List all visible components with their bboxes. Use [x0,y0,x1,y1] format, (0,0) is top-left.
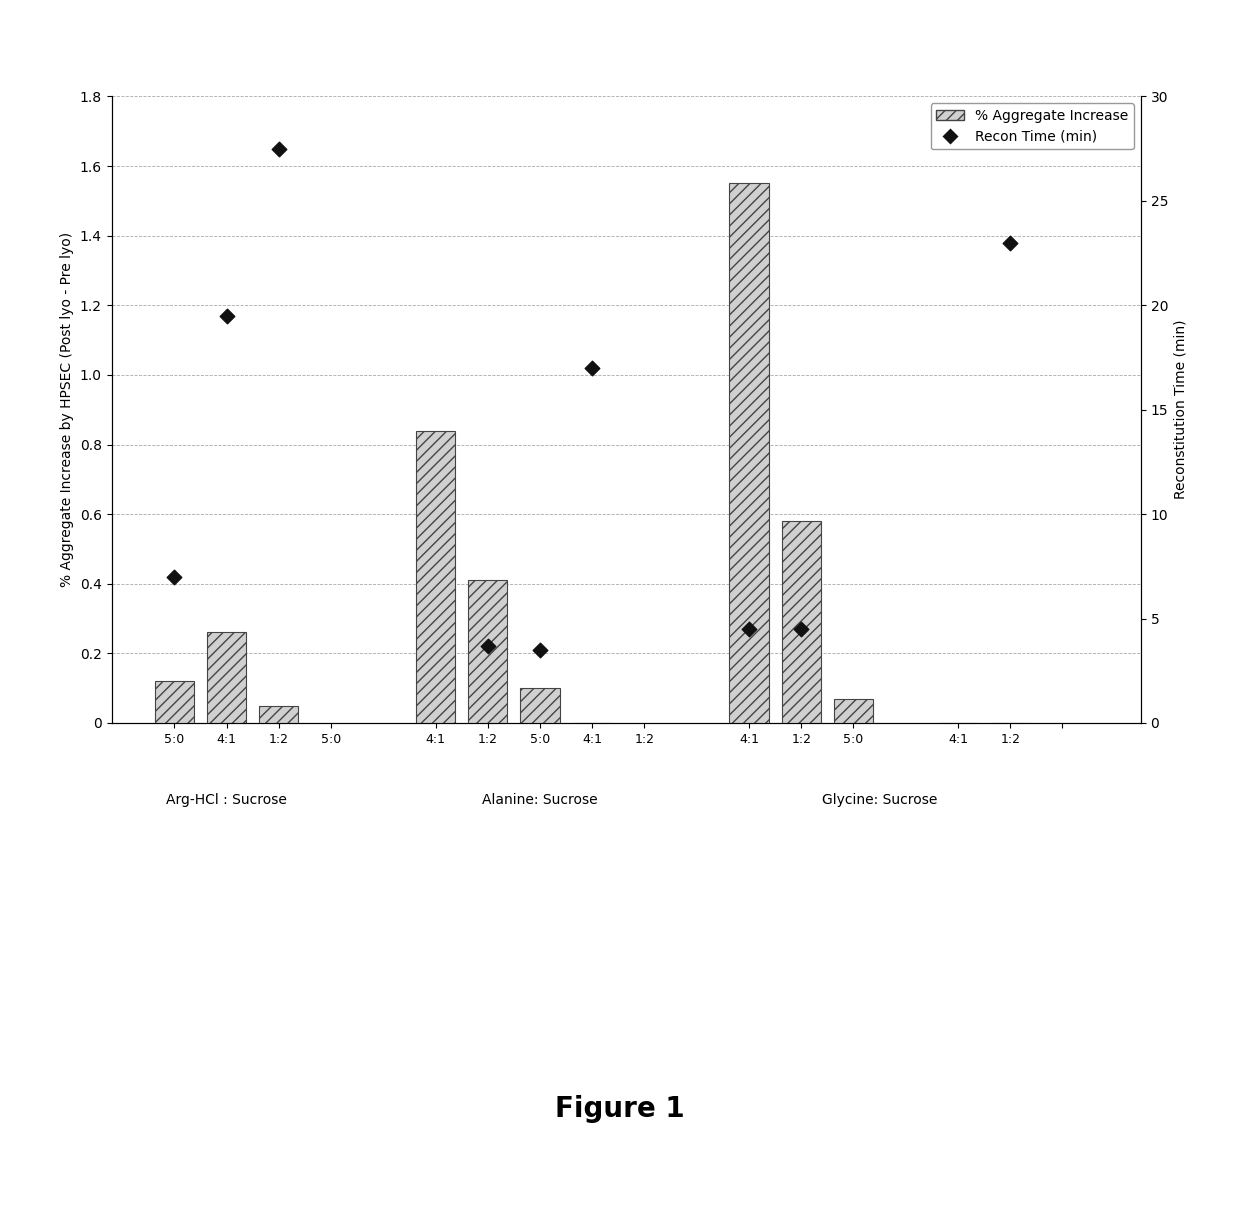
Bar [469,581,507,723]
Point [739,619,759,639]
Point [529,640,549,659]
Bar [415,430,455,723]
Point [583,358,603,377]
Y-axis label: % Aggregate Increase by HPSEC (Post lyo - Pre lyo): % Aggregate Increase by HPSEC (Post lyo … [61,233,74,587]
Bar [729,183,769,723]
Bar [521,688,559,723]
Text: Alanine: Sucrose: Alanine: Sucrose [482,793,598,807]
Text: Glycine: Sucrose: Glycine: Sucrose [822,793,937,807]
Bar [833,699,873,723]
Bar [259,706,299,723]
Text: Arg-HCl : Sucrose: Arg-HCl : Sucrose [166,793,286,807]
Text: Figure 1: Figure 1 [556,1094,684,1123]
Point [269,139,289,158]
Legend: % Aggregate Increase, Recon Time (min): % Aggregate Increase, Recon Time (min) [930,104,1133,149]
Bar [781,521,821,723]
Point [477,636,497,656]
Point [217,306,237,325]
Bar [207,633,246,723]
Bar [155,681,193,723]
Y-axis label: Reconstitution Time (min): Reconstitution Time (min) [1174,321,1188,499]
Point [165,568,185,587]
Point [1001,233,1021,252]
Point [791,619,811,639]
